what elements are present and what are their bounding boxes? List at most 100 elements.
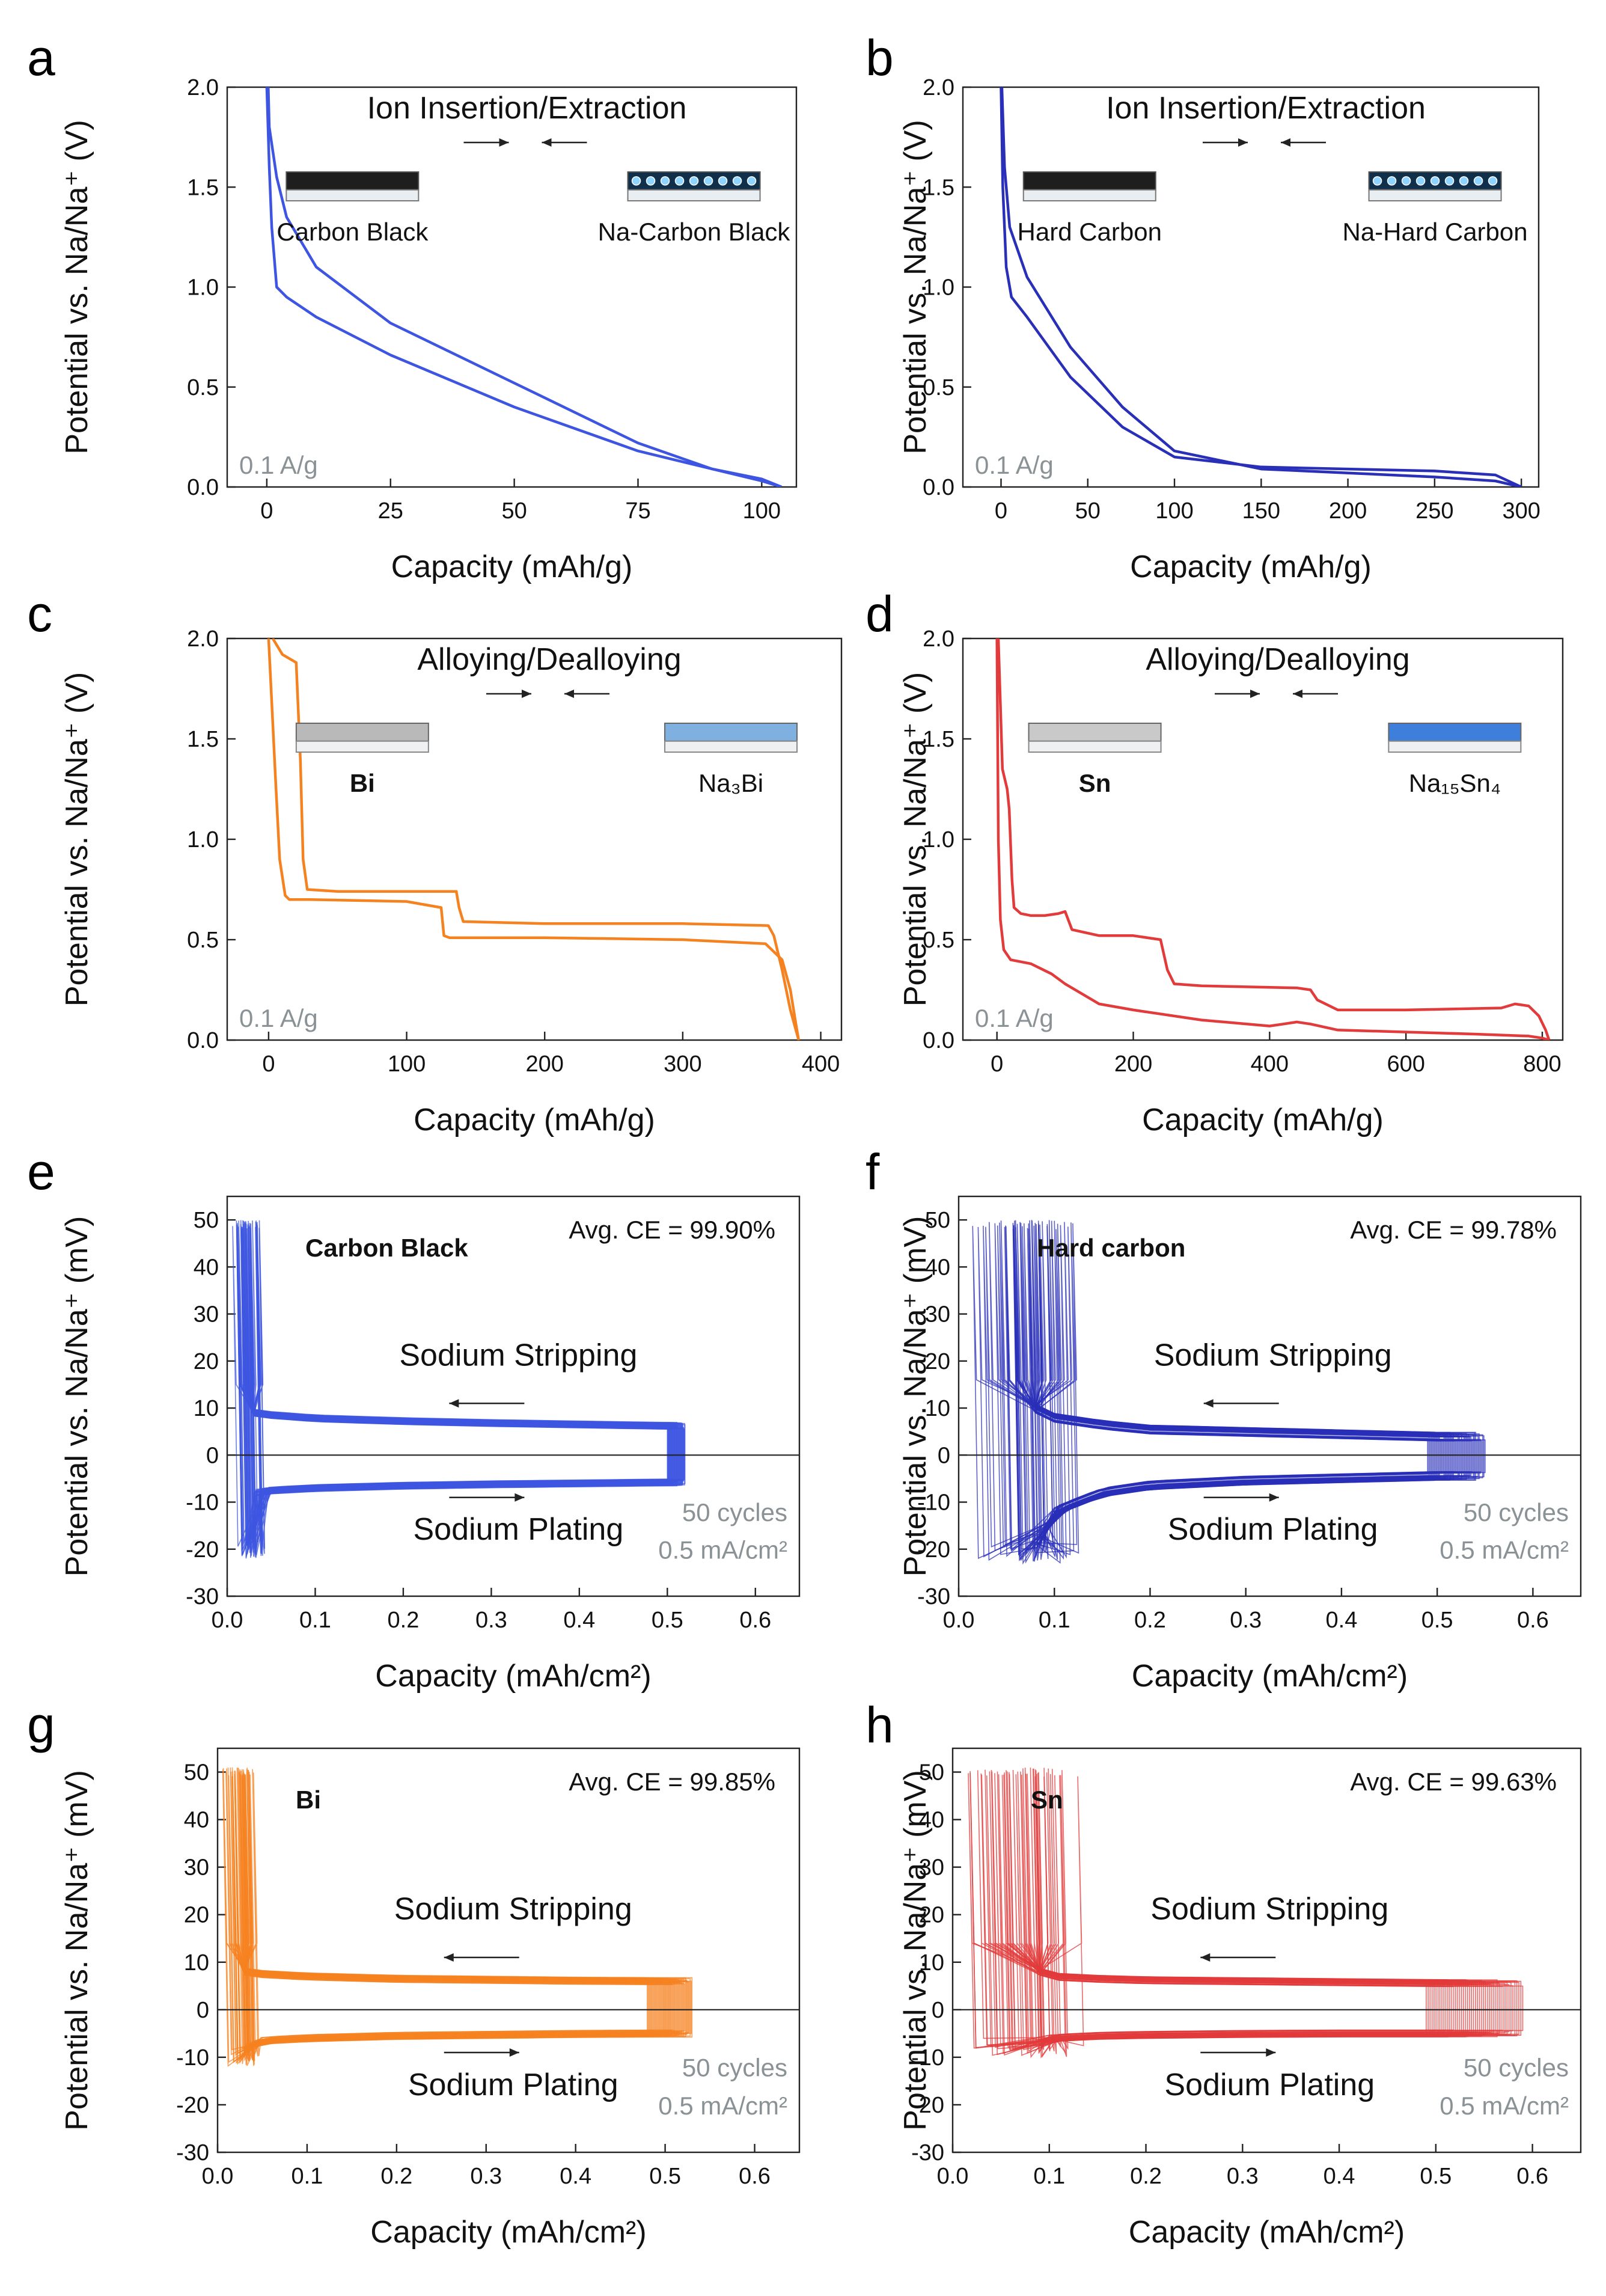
cycle-trace	[252, 1220, 682, 1549]
cycle-trace	[242, 1775, 693, 2054]
cycle-trace	[1034, 1223, 1482, 1551]
material-before	[295, 723, 429, 753]
cycle-trace	[1034, 1223, 1450, 1560]
cycle-trace	[234, 1776, 685, 2054]
stripping-arrow-head	[1200, 1953, 1211, 1962]
x-tick-label: 0.3	[470, 2164, 502, 2189]
cycle-trace	[1034, 1220, 1458, 1564]
y-tick-label: 40	[194, 1255, 219, 1280]
material-after-substrate	[664, 740, 798, 753]
material-before-top	[1028, 723, 1162, 742]
material-after-na-ion	[1488, 176, 1498, 186]
y-tick-label: -10	[917, 1490, 950, 1516]
cycle-trace	[252, 1222, 677, 1540]
panel-b: b 0 50 100 150 200 250 300 0.0 0.5 1.0 1.5 2.0 Capaci…	[866, 29, 1540, 584]
x-tick-label: 150	[1242, 498, 1280, 524]
x-tick-label: 100	[743, 498, 781, 524]
cycle-trace	[248, 1226, 679, 1549]
y-tick-label: 10	[194, 1396, 219, 1421]
series-line-charge	[271, 638, 800, 1040]
y-tick-label: 30	[919, 1855, 944, 1881]
x-tick-label: 0.2	[380, 2164, 412, 2189]
mechanism-title: Ion Insertion/Extraction	[1106, 91, 1426, 126]
cycle-trace	[1034, 1220, 1466, 1557]
arrow-right-head	[1238, 138, 1248, 147]
cycle-trace	[234, 1774, 683, 2065]
y-tick-label: 0.5	[923, 375, 954, 400]
cycle-trace	[252, 1222, 680, 1552]
cycle-trace	[249, 1225, 674, 1554]
panel-c: c 0 100 200 300 400 0.0 0.5 1.0 1.5 2.0 Capacity (m…	[27, 586, 843, 1137]
y-tick-label: 0.5	[187, 375, 219, 400]
material-before-top	[295, 723, 429, 742]
series-line-discharge	[267, 638, 801, 1040]
cycle-trace	[242, 1229, 685, 1551]
x-tick-label: 0.5	[1421, 1608, 1453, 1633]
x-tick-label: 0.4	[1324, 2164, 1355, 2189]
stripping-arrow-head	[1203, 1399, 1214, 1408]
x-tick-label: 300	[1502, 498, 1540, 524]
material-after-substrate	[1388, 740, 1522, 753]
panel-a: a 0 25 50 75 100 0.0 0.5 1.0 1.5 2.0 Capacity (mAh/…	[27, 29, 798, 584]
x-tick-label: 600	[1387, 1052, 1424, 1077]
material-before-label: Hard Carbon	[1018, 218, 1162, 246]
cycle-trace	[249, 1225, 680, 1554]
x-tick-label: 200	[1114, 1052, 1152, 1077]
panel-label: g	[27, 1697, 55, 1753]
y-tick-label: 50	[919, 1760, 944, 1786]
y-tick-label: -20	[186, 1537, 219, 1563]
y-tick-label: 30	[925, 1302, 950, 1327]
y-tick-label: 1.0	[187, 827, 219, 853]
rate-label: 0.1 A/g	[239, 1004, 318, 1032]
cycle-trace	[1013, 1225, 1456, 1562]
plating-arrow-head	[1269, 1493, 1279, 1502]
y-axis-title: Potential vs. Na/Na⁺ (V)	[60, 120, 94, 454]
plating-label: Sodium Plating	[1164, 2068, 1375, 2102]
cycles-label: 50 cycles	[1464, 1498, 1569, 1526]
cycle-trace	[1034, 1223, 1485, 1560]
current-label: 0.5 mA/cm²	[658, 1535, 787, 1564]
cycle-trace	[252, 1224, 686, 1551]
material-after-na-ion	[718, 176, 728, 186]
material-after-na-ion	[1415, 176, 1426, 186]
panel-label: c	[27, 586, 52, 642]
x-tick-label: 0	[991, 1052, 1003, 1077]
x-axis-title: Capacity (mAh/cm²)	[370, 2215, 646, 2250]
y-tick-label: 50	[925, 1208, 950, 1233]
x-tick-label: 0.3	[1230, 1608, 1262, 1633]
material-after-na-ion	[660, 176, 670, 186]
cycle-trace	[240, 1228, 677, 1544]
y-tick-label: -30	[917, 1584, 950, 1609]
cycle-trace	[242, 1227, 669, 1546]
x-tick-label: 0.4	[1326, 1608, 1358, 1633]
panel-h: h 0.0 0.1 0.2 0.3 0.4 0.5 0.6 -30 -20 -10 0 10 20 30 40…	[866, 1697, 1582, 2250]
x-tick-label: 300	[664, 1052, 701, 1077]
material-after	[1388, 723, 1522, 753]
x-axis-title: Capacity (mAh/g)	[1142, 1103, 1384, 1137]
y-axis-title: Potential vs. Na/Na⁺ (mV)	[898, 1770, 933, 2131]
x-tick-label: 200	[1329, 498, 1367, 524]
material-after-label: Na-Hard Carbon	[1342, 218, 1527, 246]
x-tick-label: 0.3	[1227, 2164, 1259, 2189]
plot-area	[265, 87, 783, 487]
plot-area	[232, 1220, 686, 1559]
series-line-discharge	[1000, 87, 1522, 487]
y-tick-label: 1.5	[187, 727, 219, 752]
x-tick-label: 200	[526, 1052, 564, 1077]
cycle-trace	[242, 1220, 683, 1546]
cycle-trace	[1034, 1220, 1465, 1552]
panel-label: d	[866, 586, 894, 642]
material-title: Carbon Black	[305, 1234, 468, 1262]
cycle-trace	[237, 1226, 670, 1544]
panel-label: h	[866, 1697, 894, 1753]
x-axis-title: Capacity (mAh/g)	[391, 550, 633, 584]
cycle-trace	[238, 1220, 678, 1542]
x-axis-title: Capacity (mAh/cm²)	[375, 1659, 651, 1694]
cycle-trace	[1034, 1226, 1483, 1547]
cycle-trace	[252, 1220, 683, 1542]
series-line-charge	[997, 638, 1551, 1040]
x-tick-label: 25	[378, 498, 403, 524]
series-line-discharge	[995, 638, 1550, 1040]
cycle-trace	[236, 1220, 673, 1552]
